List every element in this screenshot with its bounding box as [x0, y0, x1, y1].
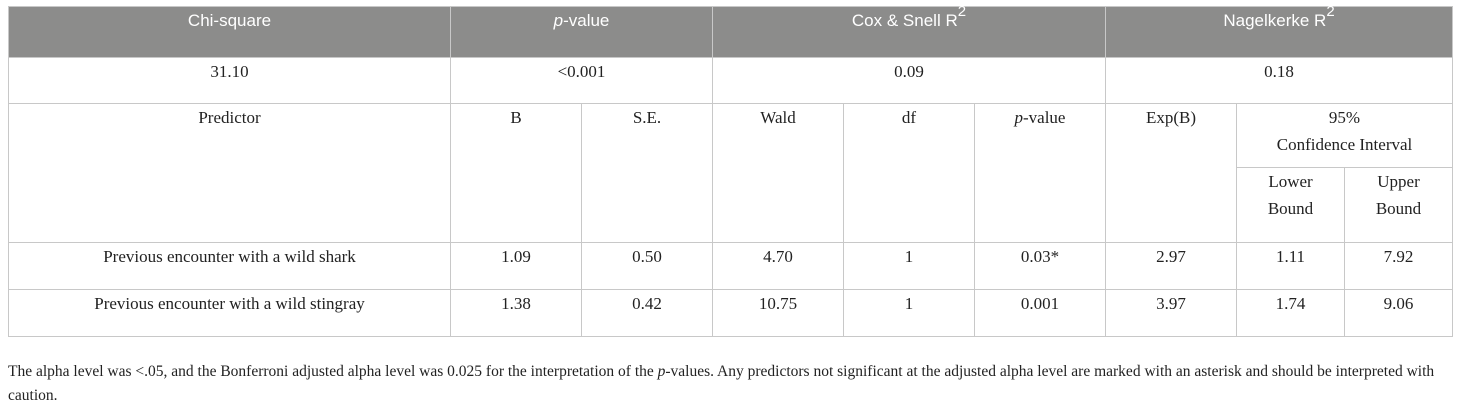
col-exp-b: Exp(B): [1105, 103, 1237, 243]
header-cox-snell-sup: 2: [957, 3, 967, 20]
header-cox-snell-label: Cox & Snell R: [851, 11, 958, 30]
header-p-italic: p: [553, 11, 564, 30]
col-p-italic: p: [1014, 108, 1024, 127]
column-header-row: Predictor B S.E. Wald df p-value Exp(B) …: [8, 103, 1454, 243]
col-confidence-interval: 95% Confidence Interval: [1235, 103, 1454, 168]
header-nagelkerke-label: Nagelkerke R: [1223, 11, 1327, 30]
header-p-value: p-value: [450, 6, 713, 58]
header-chi-square-label: Chi-square: [187, 11, 272, 30]
header-nagelkerke: Nagelkerke R2: [1104, 4, 1454, 58]
column-subheader-row: Lower Bound Upper Bound: [9, 167, 1454, 243]
footnote-part1: The alpha level was <.05, and the Bonfer…: [8, 363, 658, 380]
col-b: B: [450, 103, 582, 243]
col-p-value: p-value: [974, 103, 1106, 243]
col-lower-line1: Lower: [1268, 172, 1313, 191]
col-upper-line2: Bound: [1375, 199, 1422, 218]
footnote-part2: -values. Any predictors not significant …: [8, 363, 1435, 404]
footnote-p-italic: p: [657, 363, 666, 380]
row-predictor: Previous encounter with a wild shark: [8, 242, 451, 290]
row-wald: 10.75: [712, 289, 844, 337]
col-predictor: Predictor: [8, 103, 451, 243]
col-p-suffix: -value: [1023, 108, 1066, 127]
col-ci-line2: Confidence Interval: [1276, 135, 1413, 154]
logistic-regression-table: Chi-square p-value Cox & Snell R2 Nagelk…: [8, 4, 1454, 337]
header-chi-square: Chi-square: [8, 6, 451, 58]
col-se: S.E.: [581, 103, 713, 243]
row-b: 1.38: [450, 289, 582, 337]
row-predictor: Previous encounter with a wild stingray: [8, 289, 451, 337]
summary-row: 31.10 <0.001 0.09 0.18: [8, 57, 1454, 104]
table-row: Previous encounter with a wild shark 1.0…: [8, 242, 1454, 290]
table-row: Previous encounter with a wild stingray …: [8, 289, 1454, 337]
row-p-value: 0.03*: [974, 242, 1106, 290]
row-se: 0.42: [581, 289, 713, 337]
header-nagelkerke-sup: 2: [1326, 3, 1335, 20]
header-row: Chi-square p-value Cox & Snell R2 Nagelk…: [8, 4, 1454, 58]
regression-table-container: Chi-square p-value Cox & Snell R2 Nagelk…: [8, 4, 1454, 337]
col-lower-bound: Lower Bound: [1236, 167, 1345, 243]
row-df: 1: [843, 242, 975, 290]
row-df: 1: [843, 289, 975, 337]
row-p-value: 0.001: [974, 289, 1106, 337]
col-df: df: [843, 103, 975, 243]
row-upper-bound: 7.92: [1343, 242, 1454, 290]
row-b: 1.09: [450, 242, 582, 290]
col-lower-line2: Bound: [1267, 199, 1314, 218]
col-ci-line1: 95%: [1328, 108, 1361, 127]
row-lower-bound: 1.11: [1236, 242, 1345, 290]
summary-nagelkerke: 0.18: [1104, 57, 1454, 104]
row-se: 0.50: [581, 242, 713, 290]
table-footnote: The alpha level was <.05, and the Bonfer…: [8, 360, 1452, 408]
row-wald: 4.70: [712, 242, 844, 290]
col-upper-bound: Upper Bound: [1343, 167, 1454, 243]
col-wald: Wald: [712, 103, 844, 243]
row-exp-b: 2.97: [1105, 242, 1237, 290]
col-upper-line1: Upper: [1377, 172, 1420, 191]
summary-cox-snell: 0.09: [712, 57, 1106, 104]
summary-p-value: <0.001: [450, 57, 713, 104]
row-upper-bound: 9.06: [1343, 289, 1454, 337]
row-lower-bound: 1.74: [1236, 289, 1345, 337]
header-p-suffix: -value: [563, 11, 610, 30]
row-exp-b: 3.97: [1105, 289, 1237, 337]
summary-chi-square: 31.10: [8, 57, 451, 104]
header-cox-snell: Cox & Snell R2: [712, 4, 1106, 58]
